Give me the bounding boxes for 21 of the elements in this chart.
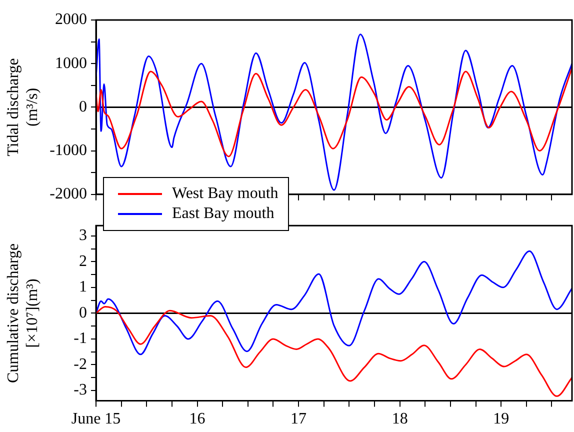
y-tick-label: -3 [74, 382, 87, 399]
y-tick-label: -1 [74, 330, 87, 348]
y-tick-label: 0 [79, 304, 87, 322]
legend-label: East Bay mouth [172, 205, 274, 223]
y-tick-label: -2000 [50, 186, 87, 203]
y-tick-label: -2 [74, 356, 87, 373]
y-axis-title: Cumulative discharge [×10⁷](m³) [4, 243, 42, 384]
y-tick-label: 1 [79, 278, 87, 296]
y-tick-label: -1000 [50, 142, 87, 160]
x-tick-label: 18 [392, 410, 408, 428]
y-tick-label: 2 [79, 252, 87, 270]
y-tick-label: 3 [79, 227, 87, 244]
legend-label: West Bay mouth [172, 185, 278, 203]
x-tick-label: 17 [290, 410, 307, 428]
y-axis-title: Tidal discharge (m³/s) [4, 58, 42, 156]
x-tick-label: June 15 [71, 410, 121, 428]
y-tick-label: 1000 [55, 54, 87, 72]
y-tick-label: 0 [79, 98, 87, 116]
x-tick-label: 16 [189, 410, 206, 428]
x-tick-label: 19 [493, 410, 510, 428]
y-tick-label: 2000 [55, 11, 87, 28]
